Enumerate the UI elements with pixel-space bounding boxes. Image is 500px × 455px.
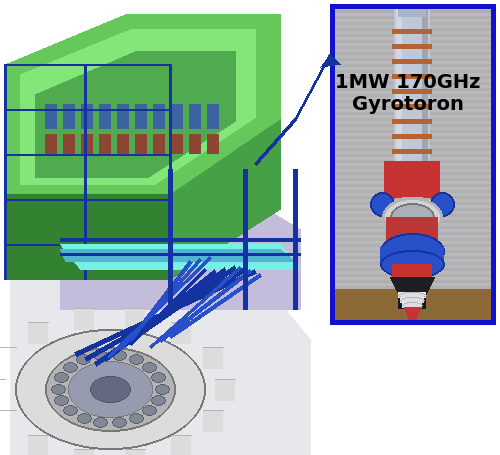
Text: 1MW 170GHz
Gyrotoron: 1MW 170GHz Gyrotoron (335, 73, 480, 114)
